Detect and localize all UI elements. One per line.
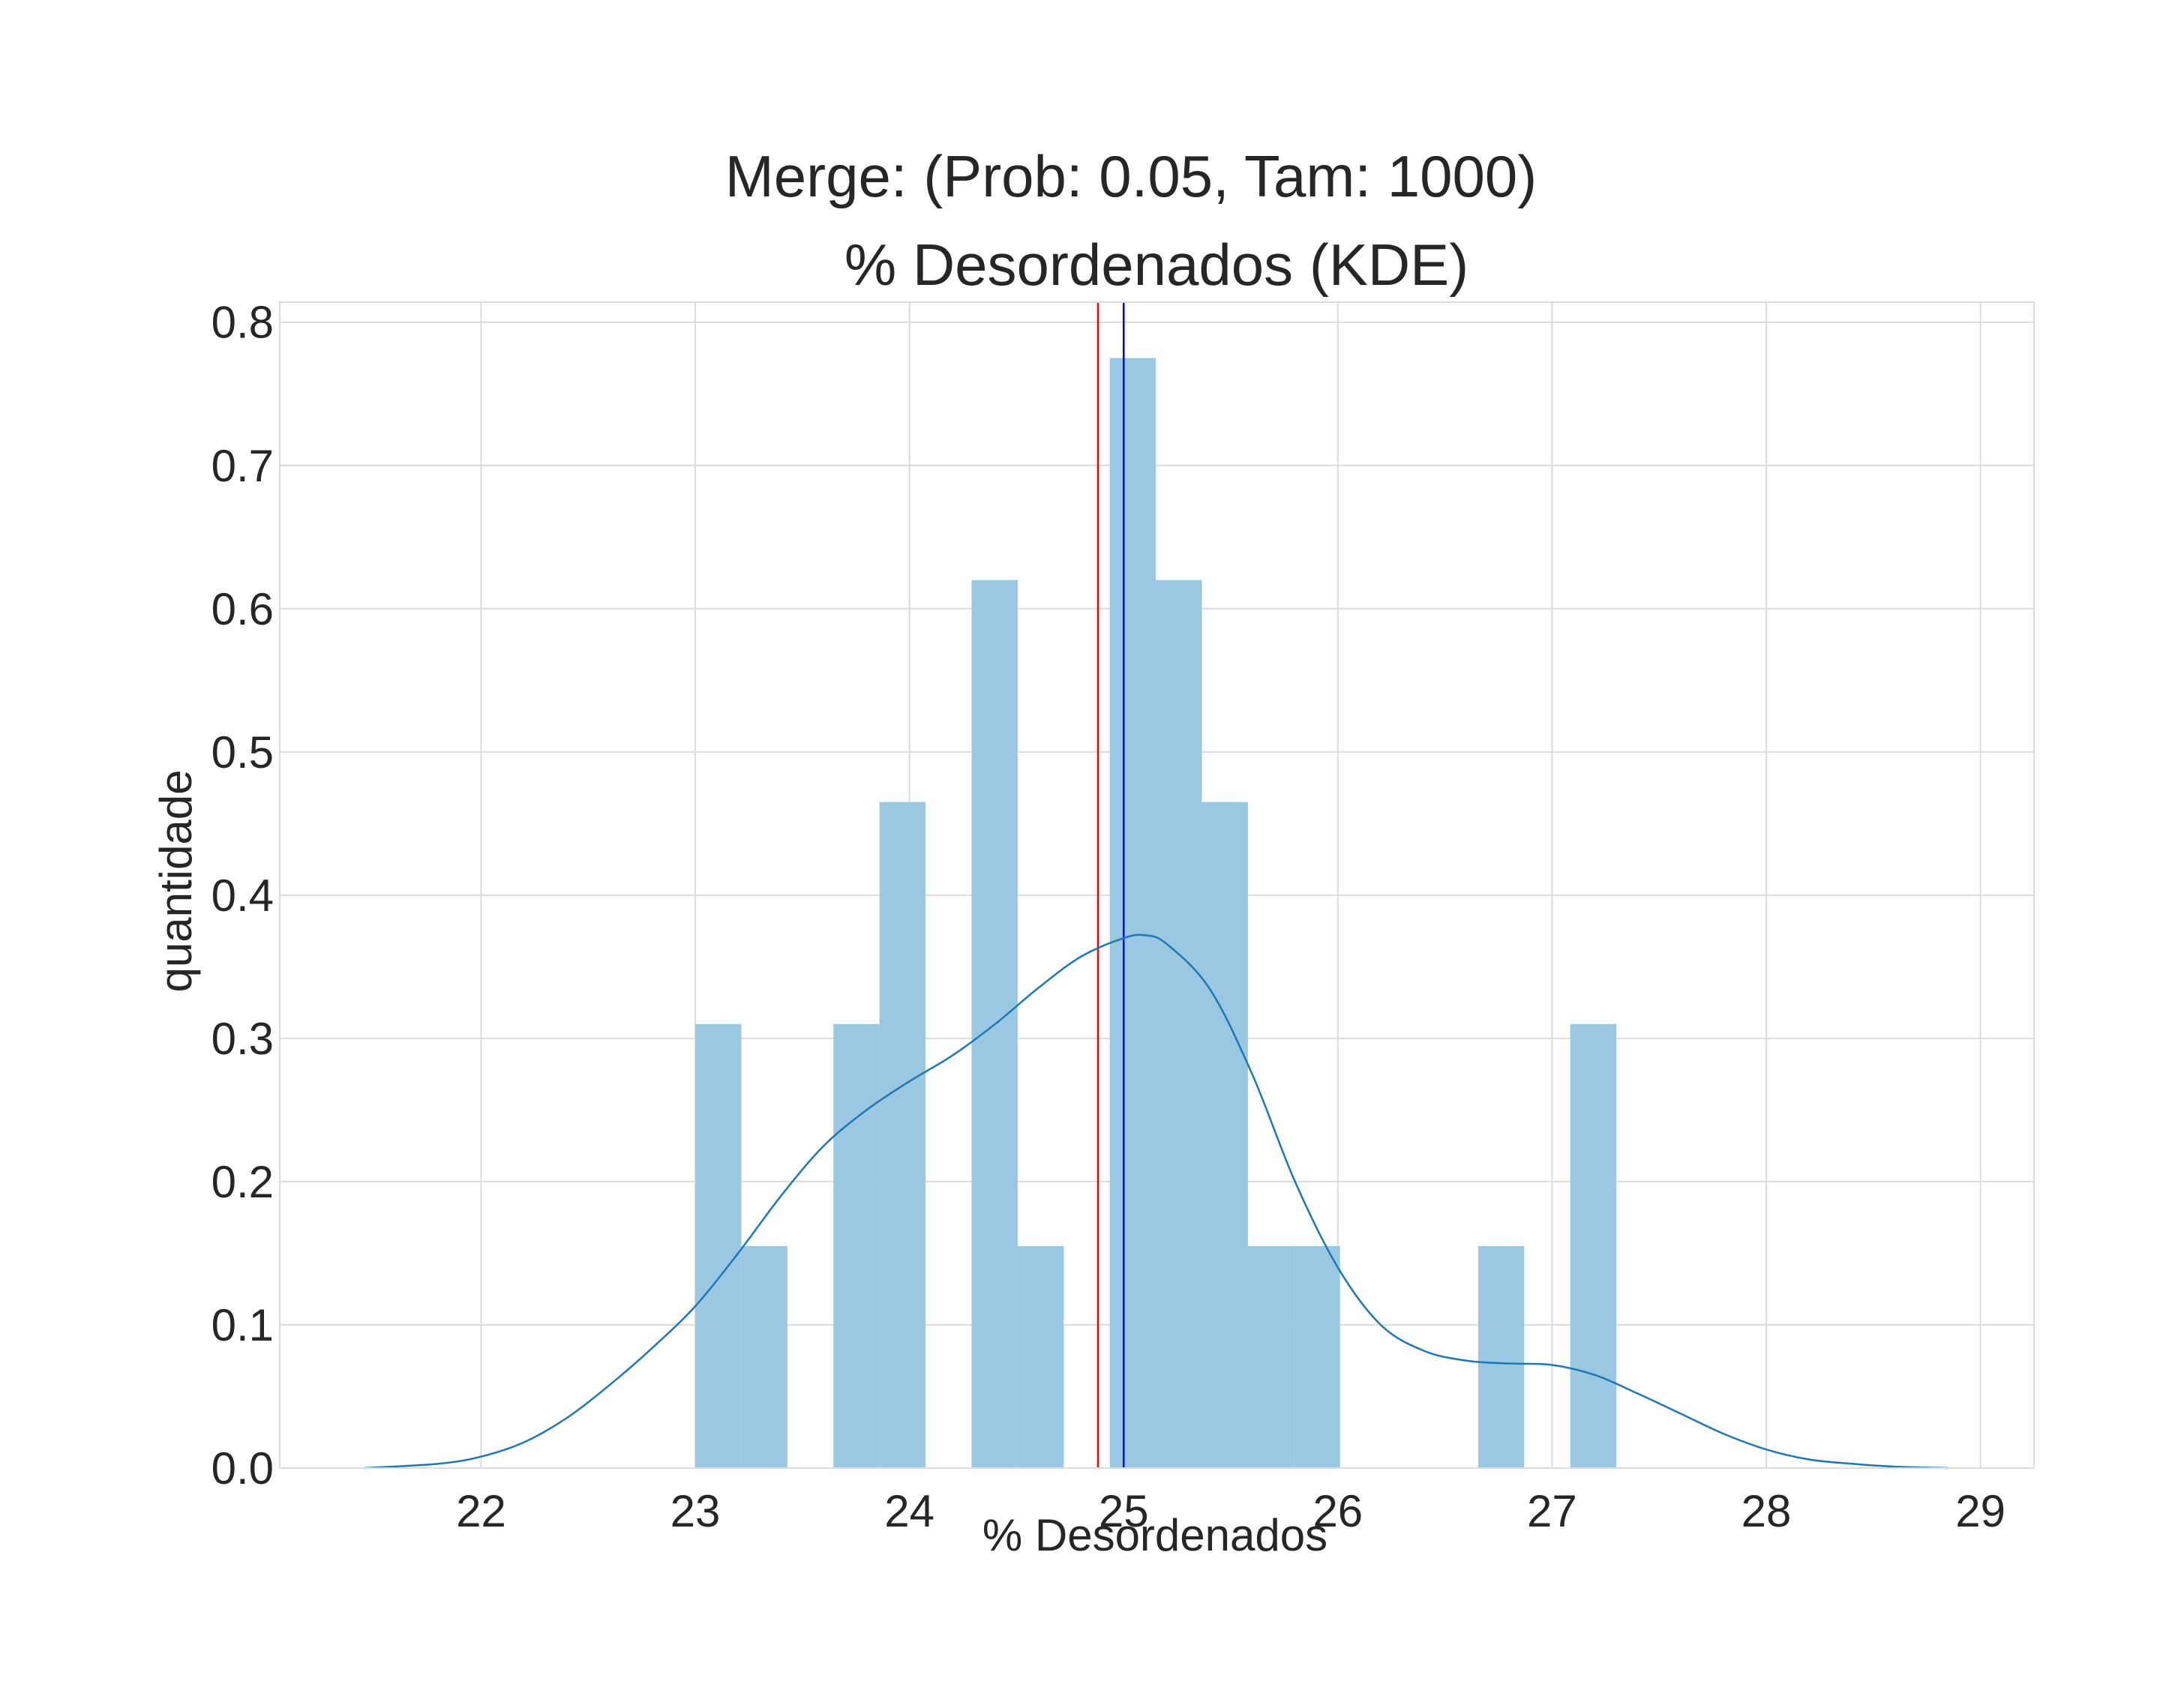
y-tick-label: 0.0 bbox=[212, 1443, 274, 1494]
chart-subtitle: % Desordenados (KDE) bbox=[844, 232, 1468, 298]
chart-title: Merge: (Prob: 0.05, Tam: 1000) bbox=[725, 143, 1537, 209]
y-axis-label: quantidade bbox=[151, 770, 201, 993]
x-tick-label: 27 bbox=[1527, 1486, 1577, 1536]
histogram-bar bbox=[1017, 1245, 1064, 1468]
y-tick-label: 0.6 bbox=[212, 584, 274, 634]
histogram-bar bbox=[1294, 1245, 1340, 1468]
y-tick-label: 0.1 bbox=[212, 1300, 274, 1350]
histogram-bar bbox=[1247, 1245, 1294, 1468]
x-tick-label: 25 bbox=[1099, 1486, 1149, 1536]
y-tick-label: 0.2 bbox=[212, 1157, 274, 1207]
histogram-bar bbox=[741, 1245, 788, 1468]
y-tick-label: 0.3 bbox=[212, 1014, 274, 1064]
histogram-bar bbox=[1156, 580, 1202, 1468]
y-tick-labels: 0.0 0.1 0.2 0.3 0.4 0.5 0.6 0.7 0.8 bbox=[212, 298, 274, 1494]
x-tick-label: 28 bbox=[1742, 1486, 1792, 1536]
histogram-bar bbox=[1202, 802, 1248, 1468]
histogram-bars bbox=[695, 358, 1617, 1469]
histogram-bar bbox=[1109, 358, 1156, 1469]
kde-curve bbox=[363, 933, 1948, 1470]
x-tick-label: 24 bbox=[884, 1486, 934, 1536]
histogram-bar bbox=[833, 1023, 880, 1468]
y-tick-label: 0.4 bbox=[212, 870, 274, 921]
histogram-bar bbox=[695, 1023, 742, 1468]
histogram-bar bbox=[1478, 1245, 1525, 1468]
histogram-bar bbox=[879, 802, 926, 1468]
y-tick-label: 0.5 bbox=[212, 727, 274, 778]
x-tick-label: 26 bbox=[1312, 1486, 1363, 1536]
y-tick-label: 0.7 bbox=[212, 441, 274, 491]
plot-border bbox=[279, 301, 2035, 1469]
x-tick-label: 23 bbox=[670, 1486, 721, 1536]
reference-lines bbox=[1096, 302, 1125, 1468]
plot-frame bbox=[279, 301, 2035, 1469]
histogram-bar bbox=[1570, 1023, 1617, 1468]
x-tick-label: 22 bbox=[456, 1486, 506, 1536]
x-tick-labels: 22 23 24 25 26 27 28 29 bbox=[456, 1486, 2006, 1536]
x-axis-label: % Desordenados bbox=[982, 1510, 1328, 1560]
y-tick-label: 0.8 bbox=[212, 298, 274, 348]
x-tick-label: 29 bbox=[1955, 1486, 2006, 1536]
kde-curve-group bbox=[363, 933, 1948, 1470]
